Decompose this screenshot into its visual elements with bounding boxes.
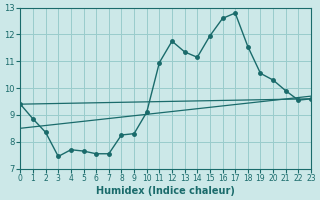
X-axis label: Humidex (Indice chaleur): Humidex (Indice chaleur) (96, 186, 235, 196)
